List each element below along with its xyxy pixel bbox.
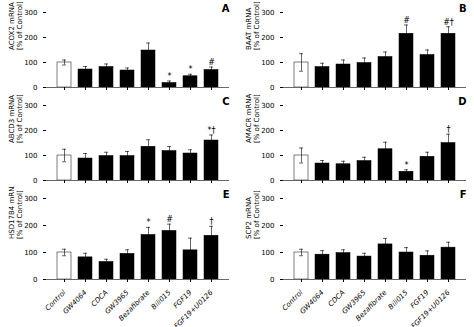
svg-text:E: E	[223, 189, 230, 200]
svg-text:*: *	[189, 65, 193, 74]
svg-text:100: 100	[261, 152, 274, 160]
svg-text:CDCA: CDCA	[90, 289, 110, 309]
svg-text:200: 200	[24, 34, 37, 42]
svg-text:B: B	[459, 3, 467, 14]
svg-text:300: 300	[261, 9, 274, 17]
svg-text:HSD17B4 mRNA[% of Control]: HSD17B4 mRNA[% of Control]	[8, 186, 24, 239]
svg-text:100: 100	[24, 59, 37, 67]
svg-text:300: 300	[24, 102, 37, 110]
svg-text:ACOX2 mRNA[% of Control]: ACOX2 mRNA[% of Control]	[8, 1, 24, 50]
svg-text:Bili015: Bili015	[150, 288, 173, 311]
svg-text:#: #	[166, 215, 173, 224]
svg-text:Bili015: Bili015	[387, 288, 410, 311]
svg-text:200: 200	[24, 222, 37, 230]
svg-text:C: C	[222, 96, 229, 107]
svg-text:GW3965: GW3965	[103, 288, 131, 316]
svg-text:100: 100	[24, 249, 37, 257]
svg-text:Bezafibrate: Bezafibrate	[354, 289, 388, 323]
svg-text:F: F	[460, 189, 467, 200]
svg-text:100: 100	[24, 152, 37, 160]
svg-text:200: 200	[261, 127, 274, 135]
svg-text:AMACR mRNA[% of Control]: AMACR mRNA[% of Control]	[245, 94, 261, 143]
svg-text:†: †	[447, 125, 451, 134]
svg-text:#: #	[403, 16, 410, 25]
svg-text:D: D	[458, 96, 466, 107]
svg-text:200: 200	[261, 34, 274, 42]
svg-text:0: 0	[33, 84, 37, 92]
svg-text:#: #	[208, 58, 215, 67]
svg-text:300: 300	[261, 102, 274, 110]
svg-text:100: 100	[261, 249, 274, 257]
svg-text:200: 200	[261, 222, 274, 230]
svg-text:100: 100	[261, 59, 274, 67]
svg-text:0: 0	[270, 276, 274, 284]
svg-text:GW3965: GW3965	[340, 288, 368, 316]
svg-text:FGF19+U0126: FGF19+U0126	[410, 288, 452, 327]
svg-text:*: *	[405, 161, 409, 170]
svg-text:Control: Control	[43, 288, 68, 313]
svg-text:*†: *†	[208, 126, 216, 135]
svg-text:0: 0	[270, 84, 274, 92]
svg-text:Bezafibrate: Bezafibrate	[117, 289, 151, 323]
svg-text:*: *	[168, 72, 172, 81]
svg-text:0: 0	[270, 177, 274, 185]
svg-text:200: 200	[24, 127, 37, 135]
svg-text:GW4064: GW4064	[62, 289, 89, 316]
svg-text:ABCD3 mRNA[% of Control]: ABCD3 mRNA[% of Control]	[8, 94, 24, 143]
svg-text:300: 300	[24, 9, 37, 17]
svg-text:300: 300	[261, 195, 274, 203]
svg-text:0: 0	[33, 177, 37, 185]
svg-text:#†: #†	[443, 18, 454, 27]
svg-text:†: †	[210, 217, 214, 226]
svg-text:*: *	[147, 218, 151, 227]
svg-text:300: 300	[24, 195, 37, 203]
svg-text:A: A	[222, 3, 230, 14]
svg-text:Control: Control	[280, 288, 305, 313]
svg-text:CDCA: CDCA	[327, 289, 347, 309]
svg-text:SCP2 mRNA[% of Control]: SCP2 mRNA[% of Control]	[245, 190, 261, 239]
svg-text:BAAT mRNA[% of Control]: BAAT mRNA[% of Control]	[245, 1, 261, 50]
svg-text:0: 0	[33, 276, 37, 284]
svg-text:GW4064: GW4064	[299, 289, 326, 316]
svg-text:FGF19+U0126: FGF19+U0126	[173, 288, 215, 327]
